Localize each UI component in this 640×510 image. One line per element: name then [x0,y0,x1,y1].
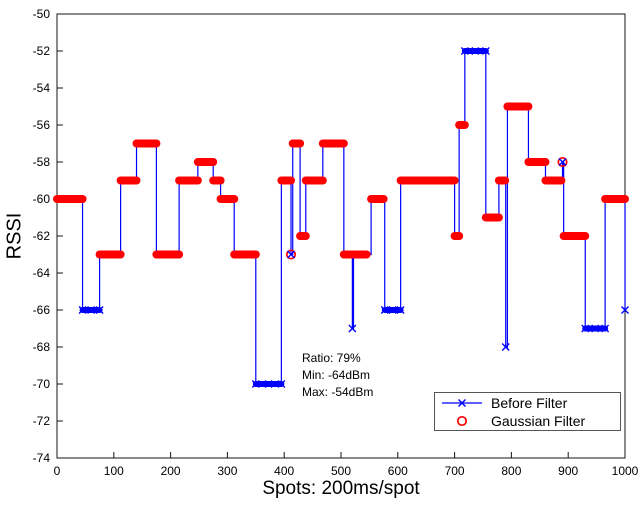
legend-label-before-filter: Before Filter [491,394,568,411]
x-tick-label: 100 [104,464,124,478]
x-tick-label: 500 [331,464,351,478]
x-tick-label: 700 [445,464,465,478]
y-tick-label: -66 [33,303,51,317]
y-tick-label: -54 [33,81,51,95]
y-tick-label: -52 [33,44,51,58]
point-markers [285,156,629,351]
x-axis-label: Spots: 200ms/spot [262,478,420,499]
gaussian-filter-circle-icon [456,415,468,426]
x-tick-label: 0 [54,464,61,478]
y-tick-label: -62 [33,229,51,243]
legend-label-gaussian-filter: Gaussian Filter [491,412,586,429]
y-axis-label: RSSI [3,212,26,260]
y-tick-label: -74 [33,451,51,465]
y-tick-label: -64 [33,266,51,280]
y-tick-label: -70 [33,377,51,391]
y-tick-label: -72 [33,414,51,428]
series-before-filter-line [57,50,626,385]
x-tick-label: 900 [558,464,578,478]
legend: Before Filter Gaussian Filter [434,392,621,431]
x-tick-label: 400 [274,464,294,478]
x-tick-label: 200 [161,464,181,478]
y-tick-label: -60 [33,192,51,206]
axes-box: 0 100 200 300 400 500 600 700 800 900 1000 -74 -72 -7… [33,7,639,478]
y-tick-label: -58 [33,155,51,169]
y-tick-label: -50 [33,7,51,21]
x-tick-label: 600 [388,464,408,478]
before-filter-line-x-icon [442,398,482,407]
annotation-line-min: Min: -64dBm [302,368,371,382]
series-before-filter-plateaus [78,47,610,388]
y-tick-label: -56 [33,118,51,132]
x-tick-label: 800 [501,464,521,478]
legend-item-gaussian-filter: Gaussian Filter [435,412,620,429]
series-gaussian-filter-plateaus [53,102,629,259]
x-tick-label: 300 [217,464,237,478]
stats-annotation: Ratio: 79% Min: -64dBm Max: -54dBm [302,350,373,401]
annotation-line-ratio: Ratio: 79% [302,351,361,365]
legend-item-before-filter: Before Filter [435,394,620,411]
x-tick-label: 1000 [612,464,639,478]
y-tick-label: -68 [33,340,51,354]
annotation-line-max: Max: -54dBm [302,385,374,399]
